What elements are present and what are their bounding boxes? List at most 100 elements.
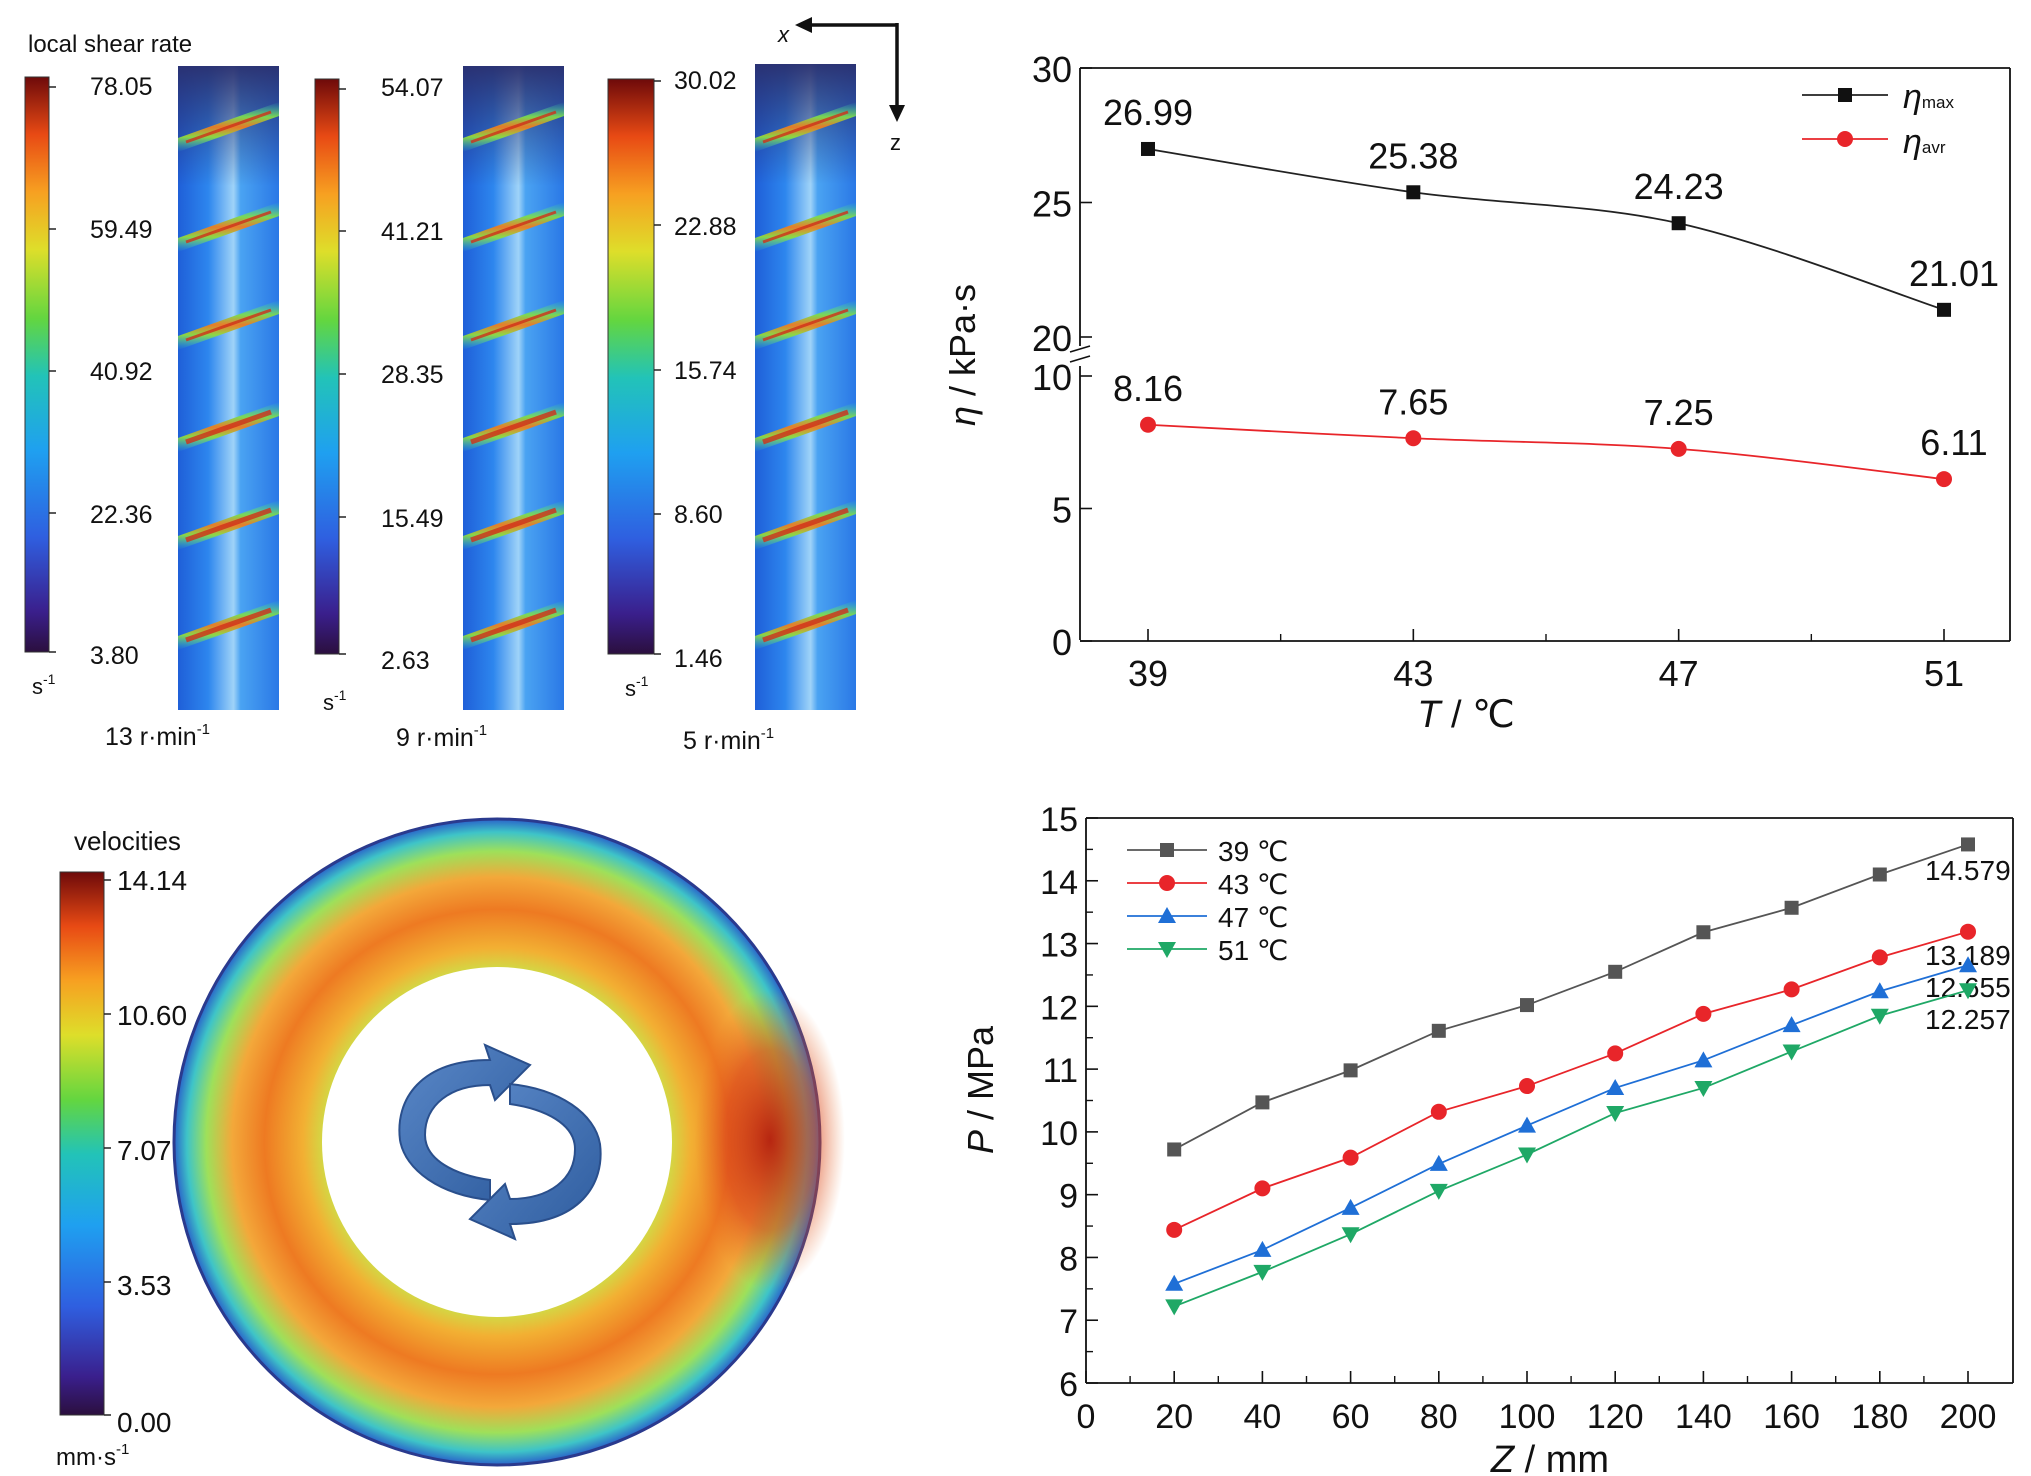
chart1-point — [1937, 302, 1951, 317]
shear-band-core — [470, 507, 557, 543]
chart1-data-label: 21.01 — [1909, 253, 1999, 294]
shear-colorbar-2 — [314, 78, 340, 655]
chart2-point — [1341, 1227, 1360, 1244]
chart2-point — [1607, 1045, 1624, 1062]
chart2-end-label: 14.579 — [1925, 855, 2011, 886]
chart2-ytick-label: 12 — [1040, 989, 1078, 1027]
chart2-xtick-label: 40 — [1243, 1398, 1281, 1436]
shear-band-core — [762, 210, 849, 244]
chart1-point — [1140, 416, 1156, 433]
chart2-point — [1255, 1095, 1270, 1110]
chart2-point — [1872, 867, 1887, 882]
chart2-xtick-label: 100 — [1499, 1398, 1556, 1436]
chart1-ytick-label: 0 — [1052, 622, 1072, 663]
shear-band-core — [470, 110, 557, 144]
speed-label-2: 9 r·min-1 — [396, 722, 487, 752]
chart1-data-label: 24.23 — [1634, 166, 1724, 207]
cb1-tick-2: 40.92 — [90, 358, 153, 386]
chart2-ytick-label: 10 — [1040, 1115, 1078, 1153]
shear-strip-3 — [755, 64, 856, 710]
chart1-y-label: η / kPa·s — [942, 284, 983, 426]
chart2-ytick-label: 13 — [1040, 927, 1078, 965]
chart2-point — [1254, 1180, 1271, 1197]
chart2-series-line — [1173, 964, 1969, 1285]
chart2-point — [1253, 1240, 1272, 1257]
legend-marker — [1158, 942, 1176, 958]
chart2-point — [1343, 1063, 1358, 1078]
shear-band-core — [470, 409, 557, 445]
legend-label: 51 ℃ — [1218, 935, 1288, 966]
chart2-point — [1961, 837, 1975, 852]
cb1-tick-1: 59.49 — [90, 216, 153, 244]
cb1-tick-3: 22.36 — [90, 501, 153, 529]
shear-band-core — [762, 607, 849, 643]
chart1-point — [1405, 430, 1422, 447]
chart2-point — [1694, 1080, 1713, 1097]
cb2-tick-2: 28.35 — [381, 361, 444, 389]
legend-label: 47 ℃ — [1218, 902, 1288, 933]
chart1-series-line — [1147, 423, 1945, 480]
chart2-point — [1518, 1116, 1536, 1133]
vel-tick-3: 3.53 — [117, 1270, 172, 1301]
chart2-point — [1167, 1142, 1182, 1157]
chart2-series-line — [1173, 989, 1969, 1308]
chart1-xtick-label: 39 — [1128, 653, 1168, 694]
velocity-panel: velocities 14.14 10.60 7.07 3.53 0.00 mm… — [56, 817, 845, 1471]
chart2-point — [1429, 1154, 1448, 1171]
chart1-x-label: T / ℃ — [1417, 694, 1515, 736]
chart2-point — [1871, 949, 1888, 966]
velocity-unit: mm·s-1 — [56, 1441, 129, 1471]
cb1-unit: s-1 — [32, 671, 56, 699]
chart2-ytick-label: 11 — [1043, 1052, 1078, 1090]
chart2-x-label: Z / mm — [1490, 1439, 1609, 1476]
cb2-tick-3: 15.49 — [381, 505, 444, 533]
cb3-unit: s-1 — [625, 673, 649, 701]
chart1-data-label: 26.99 — [1103, 92, 1193, 133]
chart2-point — [1959, 983, 1977, 1000]
chart1-point — [1670, 440, 1687, 457]
chart2-point — [1165, 1299, 1184, 1316]
legend-label: 39 ℃ — [1218, 836, 1288, 867]
vel-tick-0: 14.14 — [117, 865, 187, 896]
legend-max-marker — [1838, 88, 1852, 102]
rotation-arrows-icon — [398, 1043, 602, 1241]
shear-band-core — [185, 607, 272, 643]
cb2-tick-1: 41.21 — [381, 218, 444, 246]
velocity-colorbar — [59, 871, 105, 1416]
chart1-ytick-label: 20 — [1032, 318, 1072, 359]
chart2-point — [1342, 1149, 1359, 1166]
shear-colorbar-1 — [24, 76, 50, 653]
chart2-xtick-label: 140 — [1675, 1398, 1732, 1436]
chart1-data-label: 7.25 — [1644, 392, 1714, 433]
shear-band-core — [185, 507, 272, 543]
chart2-point — [1165, 1274, 1184, 1291]
chart1-point — [1406, 185, 1421, 200]
legend-avr-marker — [1837, 131, 1853, 147]
shear-strip-1 — [178, 66, 279, 710]
chart2-point — [1783, 981, 1800, 998]
chart2-ytick-label: 6 — [1059, 1366, 1078, 1404]
pressure-chart: 6 7 8 9 10 11 12 13 14 15 0 20 40 60 80 100 120 140 160 18… — [960, 801, 2014, 1476]
chart1-ytick-label: 10 — [1032, 357, 1072, 398]
speed-label-1: 13 r·min-1 — [105, 721, 210, 751]
chart2-point — [1520, 998, 1534, 1013]
shear-band-core — [470, 607, 557, 643]
cb3-tick-4: 1.46 — [674, 645, 723, 673]
chart2-point — [1166, 1221, 1183, 1238]
shear-band-core — [762, 110, 849, 144]
chart1-xtick-label: 47 — [1659, 653, 1699, 694]
legend-marker — [1159, 875, 1175, 891]
chart2-legend: 39 ℃43 ℃47 ℃51 ℃ — [1127, 836, 1288, 966]
cb3-tick-3: 8.60 — [674, 501, 723, 529]
cb1-tick-0: 78.05 — [90, 73, 153, 101]
chart2-point — [1518, 1147, 1536, 1164]
chart2-point — [1696, 925, 1711, 940]
chart2-series-line — [1173, 843, 1969, 1151]
chart1-ytick-label: 30 — [1032, 49, 1072, 90]
shear-band-core — [185, 210, 272, 244]
chart2-xtick-label: 0 — [1077, 1398, 1096, 1436]
vel-tick-2: 7.07 — [117, 1135, 172, 1166]
chart2-xtick-label: 80 — [1420, 1398, 1458, 1436]
